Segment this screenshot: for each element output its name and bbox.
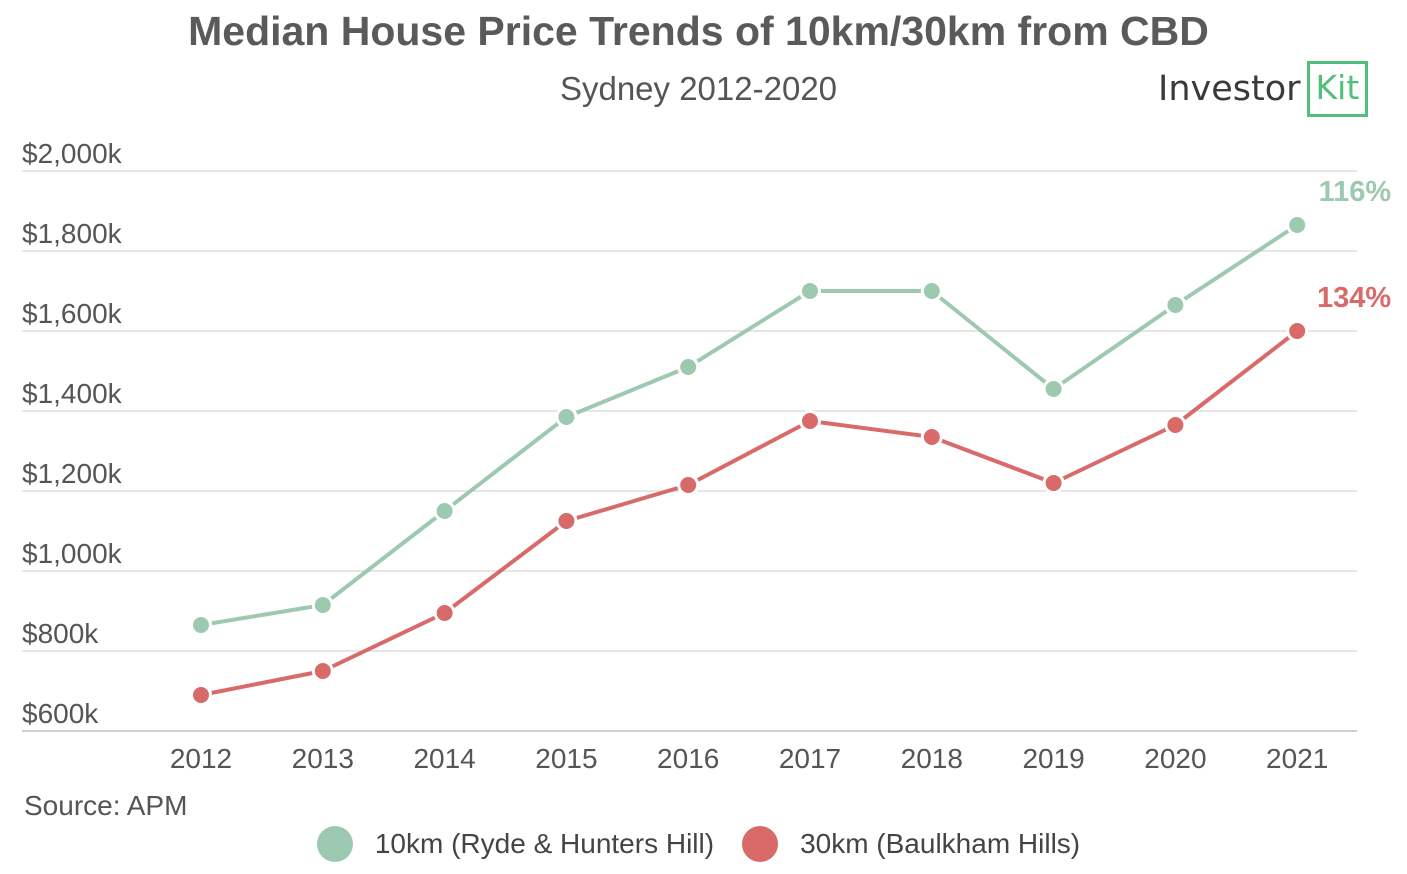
series-line-10km — [200, 223, 1299, 627]
chart-legend: 10km (Ryde & Hunters Hill) 30km (Baulkha… — [0, 826, 1397, 862]
series-line-30km — [200, 329, 1299, 697]
legend-item-30km: 30km (Baulkham Hills) — [742, 826, 1080, 862]
logo-text: Investor — [1158, 69, 1301, 109]
x-tick-label: 2015 — [535, 743, 597, 774]
data-point — [677, 474, 700, 496]
legend-item-10km: 10km (Ryde & Hunters Hill) — [316, 826, 715, 862]
data-point — [1042, 378, 1065, 400]
source-note: Source: APM — [24, 790, 188, 821]
legend-label-10km: 10km (Ryde & Hunters Hill) — [374, 828, 715, 859]
investorkit-logo: Investor Kit — [1158, 60, 1369, 118]
data-point — [1042, 472, 1065, 494]
data-point — [311, 660, 334, 682]
y-tick-label: $1,800k — [22, 218, 123, 249]
x-tick-label: 2012 — [170, 743, 232, 774]
logo-box-text: Kit — [1306, 61, 1369, 117]
x-tick-label: 2019 — [1022, 743, 1084, 774]
x-tick-label: 2018 — [901, 743, 963, 774]
data-point — [677, 356, 700, 378]
y-tick-label: $1,200k — [22, 458, 123, 489]
data-point — [1164, 294, 1187, 316]
y-tick-label: $600k — [22, 698, 99, 729]
x-tick-label: 2014 — [413, 743, 475, 774]
data-point — [311, 594, 334, 616]
legend-swatch-10km — [316, 826, 353, 862]
data-point — [433, 602, 456, 624]
y-tick-label: $1,600k — [22, 298, 123, 329]
legend-swatch-30km — [742, 826, 779, 862]
y-tick-label: $1,400k — [22, 378, 123, 409]
data-point — [920, 280, 943, 302]
chart-subtitle: Sydney 2012-2020 — [559, 70, 838, 107]
data-point — [433, 500, 456, 522]
x-tick-label: 2020 — [1144, 743, 1206, 774]
data-point — [190, 614, 212, 636]
data-point — [1286, 214, 1309, 236]
end-label: 116% — [1319, 176, 1392, 208]
data-point — [555, 406, 578, 428]
data-point — [920, 426, 943, 448]
legend-label-30km: 30km (Baulkham Hills) — [800, 828, 1081, 859]
data-point — [799, 410, 821, 432]
data-point — [799, 280, 821, 302]
y-tick-label: $1,000k — [22, 538, 123, 569]
y-tick-label: $2,000k — [22, 138, 123, 169]
data-point — [1164, 414, 1187, 436]
x-tick-label: 2017 — [779, 743, 841, 774]
data-point — [190, 684, 212, 706]
y-tick-label: $800k — [22, 618, 99, 649]
end-label: 134% — [1317, 282, 1391, 314]
x-tick-label: 2013 — [292, 743, 354, 774]
data-point — [555, 510, 578, 532]
chart-title: Median House Price Trends of 10km/30km f… — [188, 8, 1209, 54]
x-tick-label: 2021 — [1266, 743, 1328, 774]
x-tick-label: 2016 — [657, 743, 719, 774]
data-point — [1286, 320, 1309, 342]
